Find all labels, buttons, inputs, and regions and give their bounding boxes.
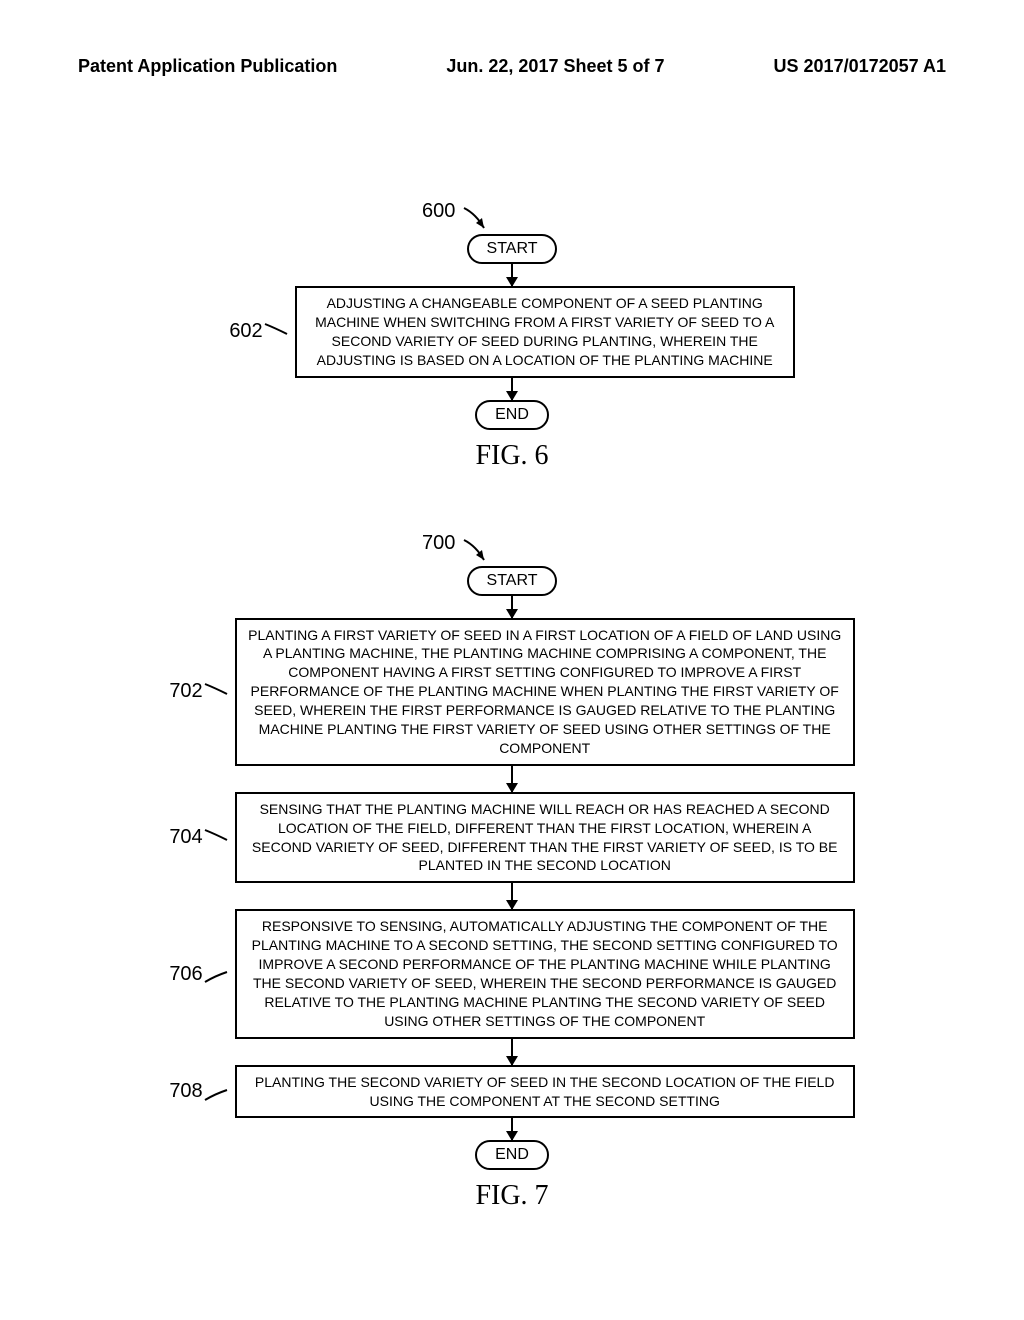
fig7-step-708-row: 708 PLANTING THE SECOND VARIETY OF SEED … xyxy=(169,1065,854,1119)
step-num-label: 702 xyxy=(169,680,202,703)
header-left: Patent Application Publication xyxy=(78,56,337,77)
flowchart-fig7: 700 START 702 PLANTING A FIRST VARIETY O… xyxy=(169,532,854,1213)
fig7-caption: FIG. 7 xyxy=(475,1180,548,1212)
patent-header: Patent Application Publication Jun. 22, … xyxy=(0,56,1024,77)
fig7-step-706-row: 706 RESPONSIVE TO SENSING, AUTOMATICALLY… xyxy=(169,909,854,1038)
fig6-start-terminator: START xyxy=(467,234,558,264)
diagram-area: 600 START 602 ADJUSTING A CHANGEABLE COM… xyxy=(0,200,1024,1272)
header-right: US 2017/0172057 A1 xyxy=(774,56,946,77)
fig6-number-label: 600 xyxy=(422,200,455,223)
step-num-label: 704 xyxy=(169,826,202,849)
arrow-icon xyxy=(511,1039,513,1065)
step-connector-icon xyxy=(203,1082,229,1102)
step-num-label: 706 xyxy=(169,963,202,986)
fig7-start-label: START xyxy=(487,572,538,589)
arrow-icon xyxy=(511,596,513,618)
fig7-number-label: 700 xyxy=(422,532,455,555)
arrow-icon xyxy=(511,1118,513,1140)
arrow-icon xyxy=(511,883,513,909)
fig6-number-row: 600 xyxy=(262,200,762,234)
fig7-number-row: 700 xyxy=(202,532,822,566)
fig7-step-706-box: RESPONSIVE TO SENSING, AUTOMATICALLY ADJ… xyxy=(235,909,855,1038)
step-text: PLANTING THE SECOND VARIETY OF SEED IN T… xyxy=(255,1074,835,1109)
step-text: ADJUSTING A CHANGEABLE COMPONENT OF A SE… xyxy=(315,295,774,368)
step-text: RESPONSIVE TO SENSING, AUTOMATICALLY ADJ… xyxy=(252,918,838,1028)
step-num-label: 602 xyxy=(229,320,262,343)
fig7-step-708-num: 708 xyxy=(169,1080,228,1103)
fig7-end-terminator: END xyxy=(475,1140,549,1170)
arrow-icon xyxy=(511,378,513,400)
fig7-step-702-row: 702 PLANTING A FIRST VARIETY OF SEED IN … xyxy=(169,618,854,766)
fig6-start-label: START xyxy=(487,240,538,257)
fig7-step-702-num: 702 xyxy=(169,680,228,703)
fig6-number-arrow-icon xyxy=(462,206,502,236)
step-text: PLANTING A FIRST VARIETY OF SEED IN A FI… xyxy=(248,627,841,756)
flowchart-fig6: 600 START 602 ADJUSTING A CHANGEABLE COM… xyxy=(229,200,794,472)
fig7-step-702-box: PLANTING A FIRST VARIETY OF SEED IN A FI… xyxy=(235,618,855,766)
arrow-icon xyxy=(511,766,513,792)
fig7-step-708-box: PLANTING THE SECOND VARIETY OF SEED IN T… xyxy=(235,1065,855,1119)
step-connector-icon xyxy=(203,828,229,848)
fig6-end-label: END xyxy=(495,406,529,423)
fig6-caption: FIG. 6 xyxy=(475,440,548,472)
step-text: SENSING THAT THE PLANTING MACHINE WILL R… xyxy=(252,801,838,874)
fig7-end-label: END xyxy=(495,1146,529,1163)
fig7-start-terminator: START xyxy=(467,566,558,596)
fig7-step-706-num: 706 xyxy=(169,963,228,986)
fig7-step-704-num: 704 xyxy=(169,826,228,849)
fig6-step-602-box: ADJUSTING A CHANGEABLE COMPONENT OF A SE… xyxy=(295,286,795,378)
fig7-number-arrow-icon xyxy=(462,538,502,568)
fig6-end-terminator: END xyxy=(475,400,549,430)
step-connector-icon xyxy=(203,682,229,702)
fig6-step-602-row: 602 ADJUSTING A CHANGEABLE COMPONENT OF … xyxy=(229,286,794,378)
step-connector-icon xyxy=(263,322,289,342)
step-num-label: 708 xyxy=(169,1080,202,1103)
header-center: Jun. 22, 2017 Sheet 5 of 7 xyxy=(446,56,664,77)
arrow-icon xyxy=(511,264,513,286)
fig7-step-704-row: 704 SENSING THAT THE PLANTING MACHINE WI… xyxy=(169,792,854,884)
fig7-step-704-box: SENSING THAT THE PLANTING MACHINE WILL R… xyxy=(235,792,855,884)
fig6-step-602-num: 602 xyxy=(229,320,288,343)
step-connector-icon xyxy=(203,964,229,984)
